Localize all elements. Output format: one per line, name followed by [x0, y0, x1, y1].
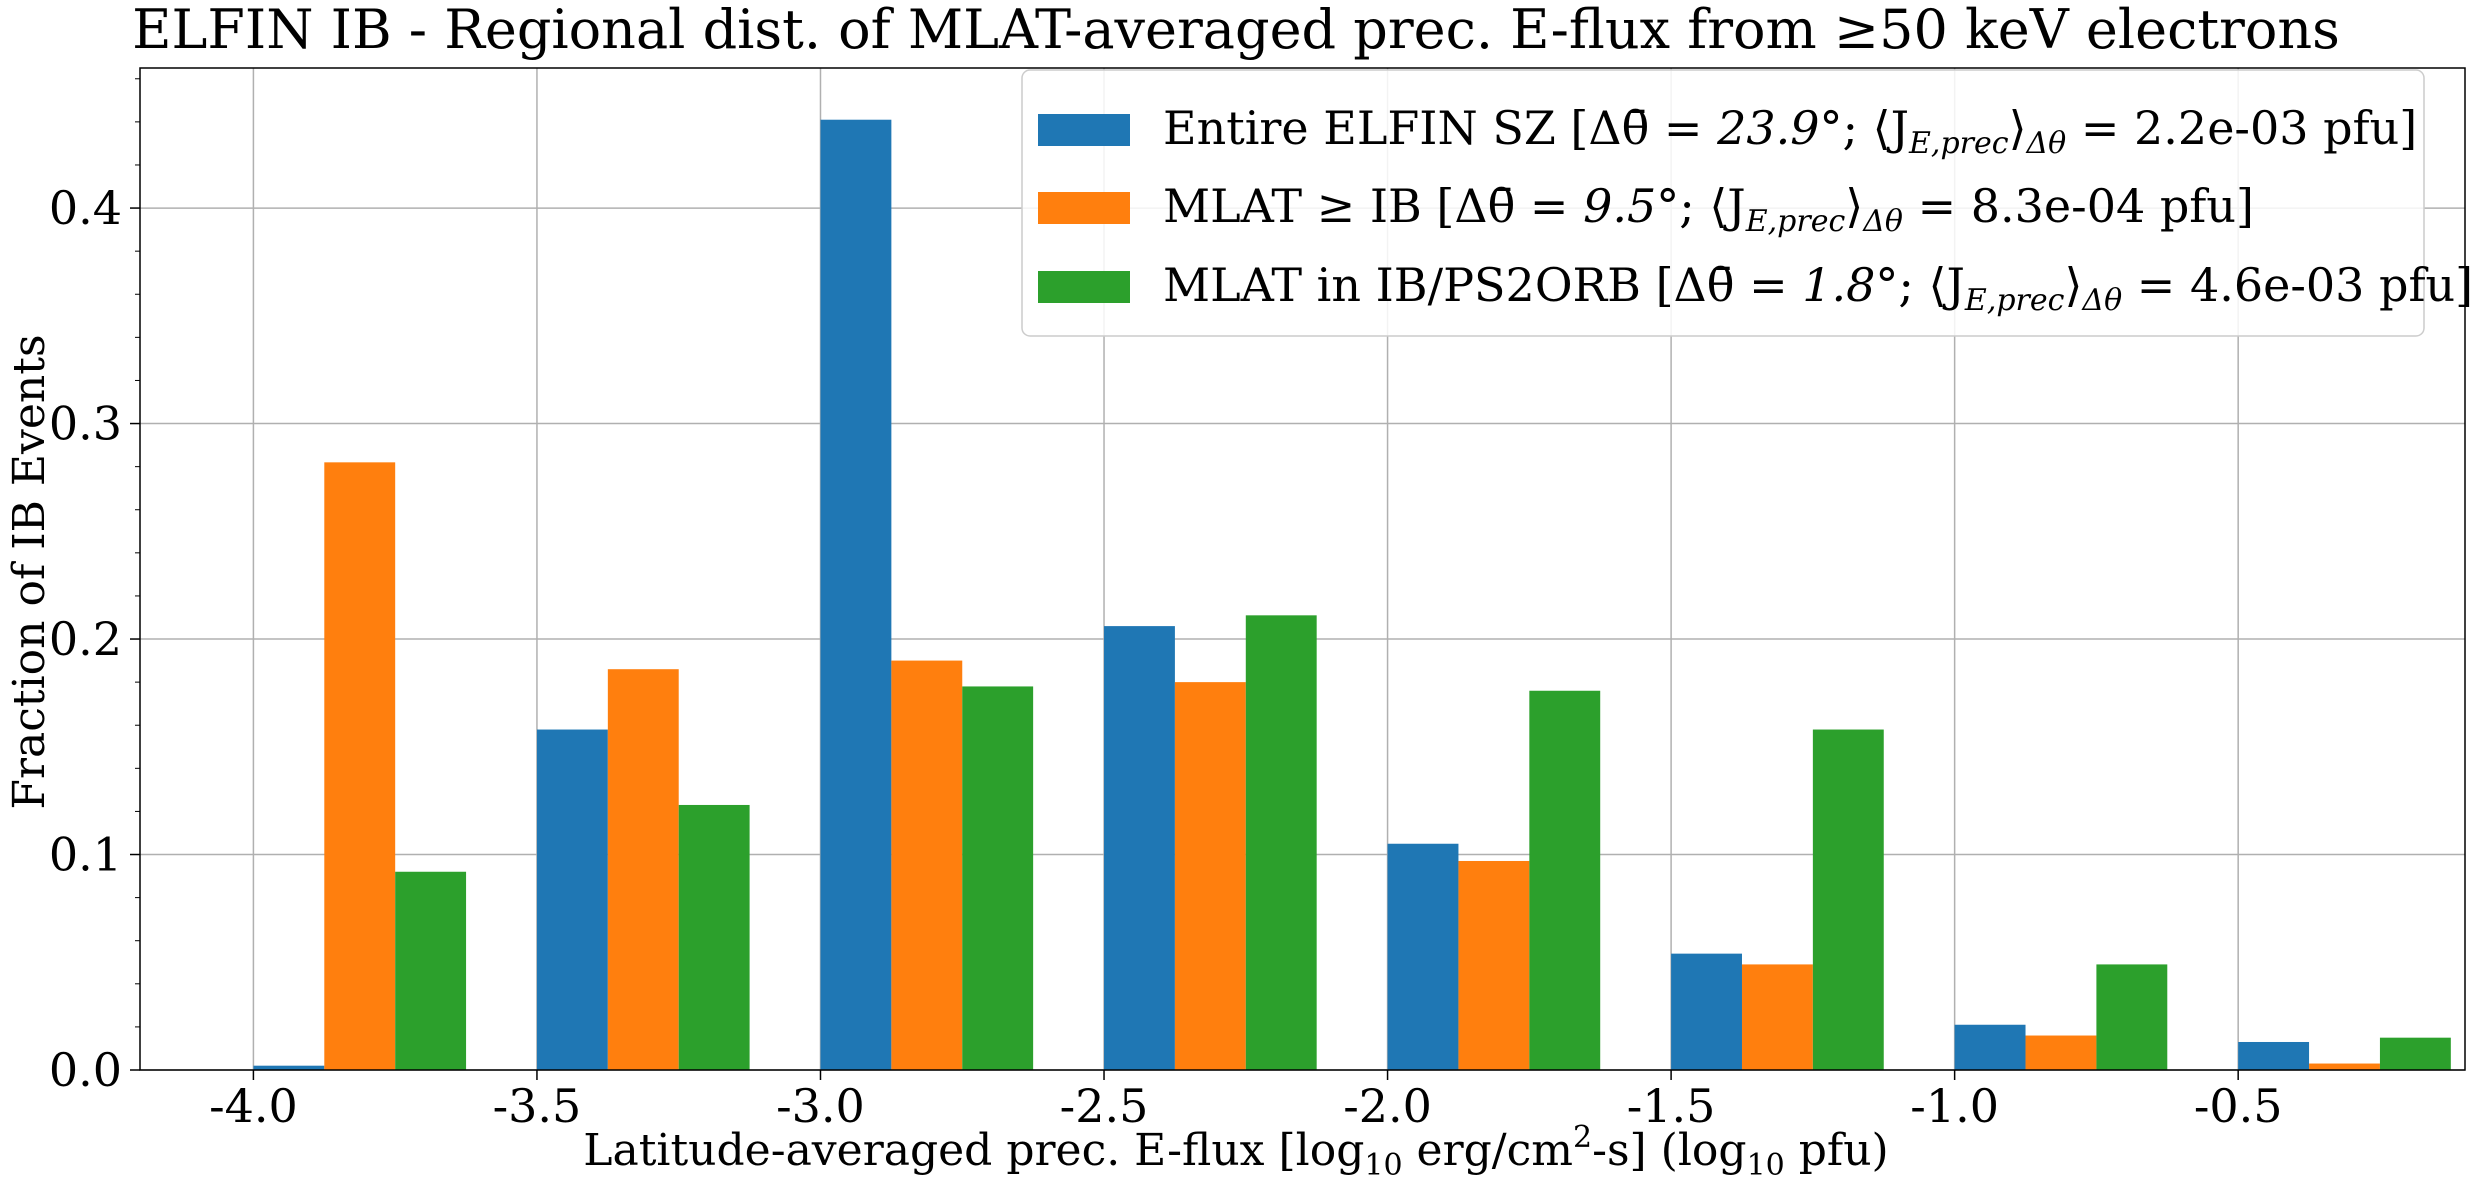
- y-tick-label: 0.3: [49, 397, 122, 451]
- plot-frame: [139, 67, 2466, 1071]
- y-axis-ticks: 0.0 0.1 0.2 0.3 0.4: [49, 181, 140, 1097]
- bar-entire-elfin-sz-1: [536, 729, 608, 1070]
- x-tick-label: -1.0: [1910, 1079, 1999, 1133]
- bar-mlat-ib-5: [1741, 964, 1813, 1070]
- bar-mlat-in-ib-ps2orb-5: [1812, 729, 1884, 1070]
- bar-mlat-ib-6: [2025, 1035, 2097, 1070]
- bar-mlat-in-ib-ps2orb-2: [962, 686, 1034, 1070]
- y-tick-label: 0.4: [49, 181, 122, 235]
- bar-mlat-ib-0: [324, 462, 396, 1071]
- bar-entire-elfin-sz-7: [2238, 1041, 2310, 1070]
- x-tick-label: -4.0: [209, 1079, 298, 1133]
- bar-mlat-in-ib-ps2orb-0: [395, 871, 467, 1070]
- chart-title: ELFIN IB - Regional dist. of MLAT-averag…: [132, 0, 2340, 61]
- y-tick-label: 0.1: [49, 828, 122, 882]
- legend: Entire ELFIN SZ [Δθ̄ = 23.9°; ⟨JE,prec⟩Δ…: [1021, 69, 2473, 337]
- bar-mlat-ib-7: [2309, 1063, 2380, 1070]
- legend-swatch-mlat-in-ib-ps2orb: [1038, 271, 1130, 303]
- legend-box: [1021, 69, 2425, 337]
- x-axis-ticks: -4.0 -3.5 -3.0 -2.5 -2.0 -1.5 -1.0 -0.5: [209, 1070, 2283, 1133]
- x-tick-label: -2.0: [1343, 1079, 1432, 1133]
- x-tick-label: -0.5: [2194, 1079, 2283, 1133]
- bar-entire-elfin-sz-2: [820, 119, 892, 1070]
- bar-entire-elfin-sz-3: [1104, 626, 1175, 1070]
- x-tick-label: -3.5: [493, 1079, 582, 1133]
- bar-mlat-in-ib-ps2orb-1: [678, 804, 750, 1070]
- bar-mlat-in-ib-ps2orb-7: [2379, 1037, 2451, 1070]
- legend-swatch-mlat-ge-ib: [1038, 192, 1130, 224]
- y-tick-label: 0.0: [49, 1043, 122, 1097]
- bar-entire-elfin-sz-6: [1954, 1024, 2026, 1070]
- legend-swatch-entire-sz: [1038, 114, 1130, 146]
- bar-entire-elfin-sz-0: [253, 1065, 325, 1070]
- bar-mlat-in-ib-ps2orb-4: [1529, 690, 1601, 1070]
- bar-entire-elfin-sz-5: [1671, 953, 1742, 1070]
- bar-mlat-ib-3: [1174, 682, 1246, 1070]
- y-tick-label: 0.2: [49, 612, 122, 666]
- x-tick-label: -1.5: [1627, 1079, 1716, 1133]
- bar-mlat-ib-1: [607, 669, 679, 1070]
- bars: [253, 119, 2451, 1071]
- legend-label-mlat-in-ib-ps2orb: MLAT in IB/PS2ORB [Δθ̄ = 1.8°; ⟨JE,prec⟩…: [1163, 258, 2473, 318]
- y-minor-ticks: [135, 78, 140, 1028]
- x-tick-label: -3.0: [776, 1079, 865, 1133]
- bar-mlat-in-ib-ps2orb-6: [2096, 964, 2168, 1070]
- bar-mlat-in-ib-ps2orb-3: [1245, 615, 1317, 1070]
- bar-mlat-ib-4: [1458, 860, 1530, 1070]
- legend-label-mlat-ge-ib: MLAT ≥ IB [Δθ̄ = 9.5°; ⟨JE,prec⟩Δθ = 8.3…: [1163, 179, 2254, 239]
- legend-label-entire-sz: Entire ELFIN SZ [Δθ̄ = 23.9°; ⟨JE,prec⟩Δ…: [1163, 101, 2417, 161]
- x-axis-label: Latitude-averaged prec. E-flux [log10 er…: [583, 1120, 1888, 1183]
- y-axis-label: Fraction of IB Events: [4, 334, 55, 809]
- bar-entire-elfin-sz-4: [1387, 843, 1459, 1070]
- x-tick-label: -2.5: [1060, 1079, 1149, 1133]
- bar-mlat-ib-2: [891, 660, 963, 1070]
